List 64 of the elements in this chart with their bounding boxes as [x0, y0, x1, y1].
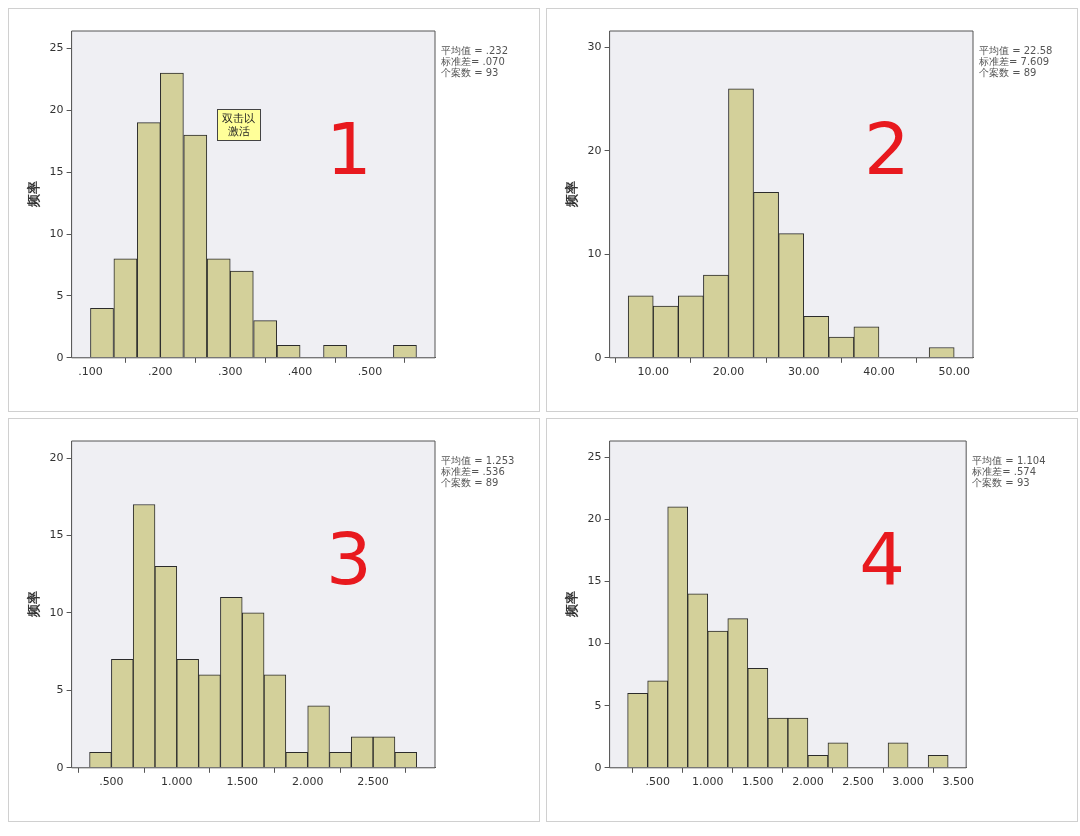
text: 个案数 = 89 — [979, 67, 1038, 78]
y-tick-label: 0 — [594, 350, 602, 364]
text: 平均值 = 1.104 — [972, 455, 1046, 466]
y-tick-label: 0 — [56, 760, 64, 774]
text: 标准差= .536 — [441, 466, 506, 477]
y-tick-label: 25 — [587, 450, 602, 464]
y-tick-label: 20 — [587, 512, 602, 526]
text: 个案数 = 89 — [441, 477, 500, 488]
text: 平均值 = 22.58 — [979, 45, 1053, 56]
x-tick-label: 2.500 — [357, 775, 389, 789]
x-tick-label: 2.000 — [291, 775, 324, 789]
y-tick-label: 0 — [594, 760, 602, 774]
y-tick-label: 10 — [49, 605, 64, 619]
x-tick-label: 1.000 — [692, 775, 724, 789]
y-tick-label: 20 — [49, 103, 64, 117]
annotation: 3 — [325, 516, 372, 601]
x-tick-label: 1.000 — [161, 775, 193, 789]
x-tick-label: 2.000 — [792, 775, 824, 789]
y-tick-label: 20 — [49, 450, 64, 464]
x-tick-label: .500 — [645, 775, 670, 789]
y-tick-label: 15 — [49, 164, 64, 178]
x-tick-label: 3.000 — [892, 775, 924, 789]
y-tick-label: 15 — [49, 528, 64, 542]
x-tick-label: 1.500 — [742, 775, 774, 789]
y-tick-label: 5 — [56, 683, 64, 697]
x-tick-label: 3.500 — [942, 775, 974, 789]
y-axis-title: 频率 — [564, 181, 580, 209]
text: 平均值 = .232 — [441, 45, 509, 56]
x-tick-label: 2.500 — [842, 775, 874, 789]
annotation: 2 — [863, 106, 910, 191]
text: 标准差= 7.609 — [979, 56, 1051, 67]
x-tick-label: 50.00 — [938, 365, 970, 379]
x-tick-label: .500 — [99, 775, 124, 789]
y-tick-label: 15 — [587, 574, 602, 588]
y-tick-label: 10 — [49, 226, 64, 240]
x-tick-label: 30.00 — [787, 365, 820, 379]
annotation: 双击以激活 — [216, 109, 261, 142]
x-tick-label: .200 — [148, 365, 173, 379]
y-tick-label: 10 — [587, 636, 602, 650]
x-tick-label: 10.00 — [637, 365, 669, 379]
text: 平均值 = 1.253 — [441, 455, 515, 466]
y-axis-title: 频率 — [564, 591, 580, 619]
y-tick-label: 30 — [587, 40, 602, 54]
annotation: 1 — [325, 106, 372, 191]
x-tick-label: .300 — [217, 365, 243, 379]
x-tick-label: 1.500 — [226, 775, 258, 789]
annotation: 4 — [859, 516, 906, 601]
y-tick-label: 5 — [594, 698, 602, 712]
y-tick-label: 20 — [587, 143, 602, 157]
x-tick-label: .500 — [357, 365, 383, 379]
y-axis-title: 频率 — [26, 591, 42, 619]
text: 个案数 = 93 — [441, 67, 500, 78]
x-tick-label: 40.00 — [863, 365, 895, 379]
y-axis-title: 频率 — [26, 181, 42, 209]
y-tick-label: 25 — [49, 41, 64, 55]
x-tick-label: .100 — [78, 365, 103, 379]
y-tick-label: 10 — [587, 247, 602, 261]
text: 标准差= .070 — [441, 56, 506, 67]
text: 个案数 = 93 — [972, 477, 1031, 488]
text: 标准差= .574 — [972, 466, 1037, 477]
x-tick-label: 20.00 — [712, 365, 745, 379]
y-tick-label: 0 — [56, 350, 64, 364]
y-tick-label: 5 — [56, 288, 64, 302]
x-tick-label: .400 — [287, 365, 313, 379]
